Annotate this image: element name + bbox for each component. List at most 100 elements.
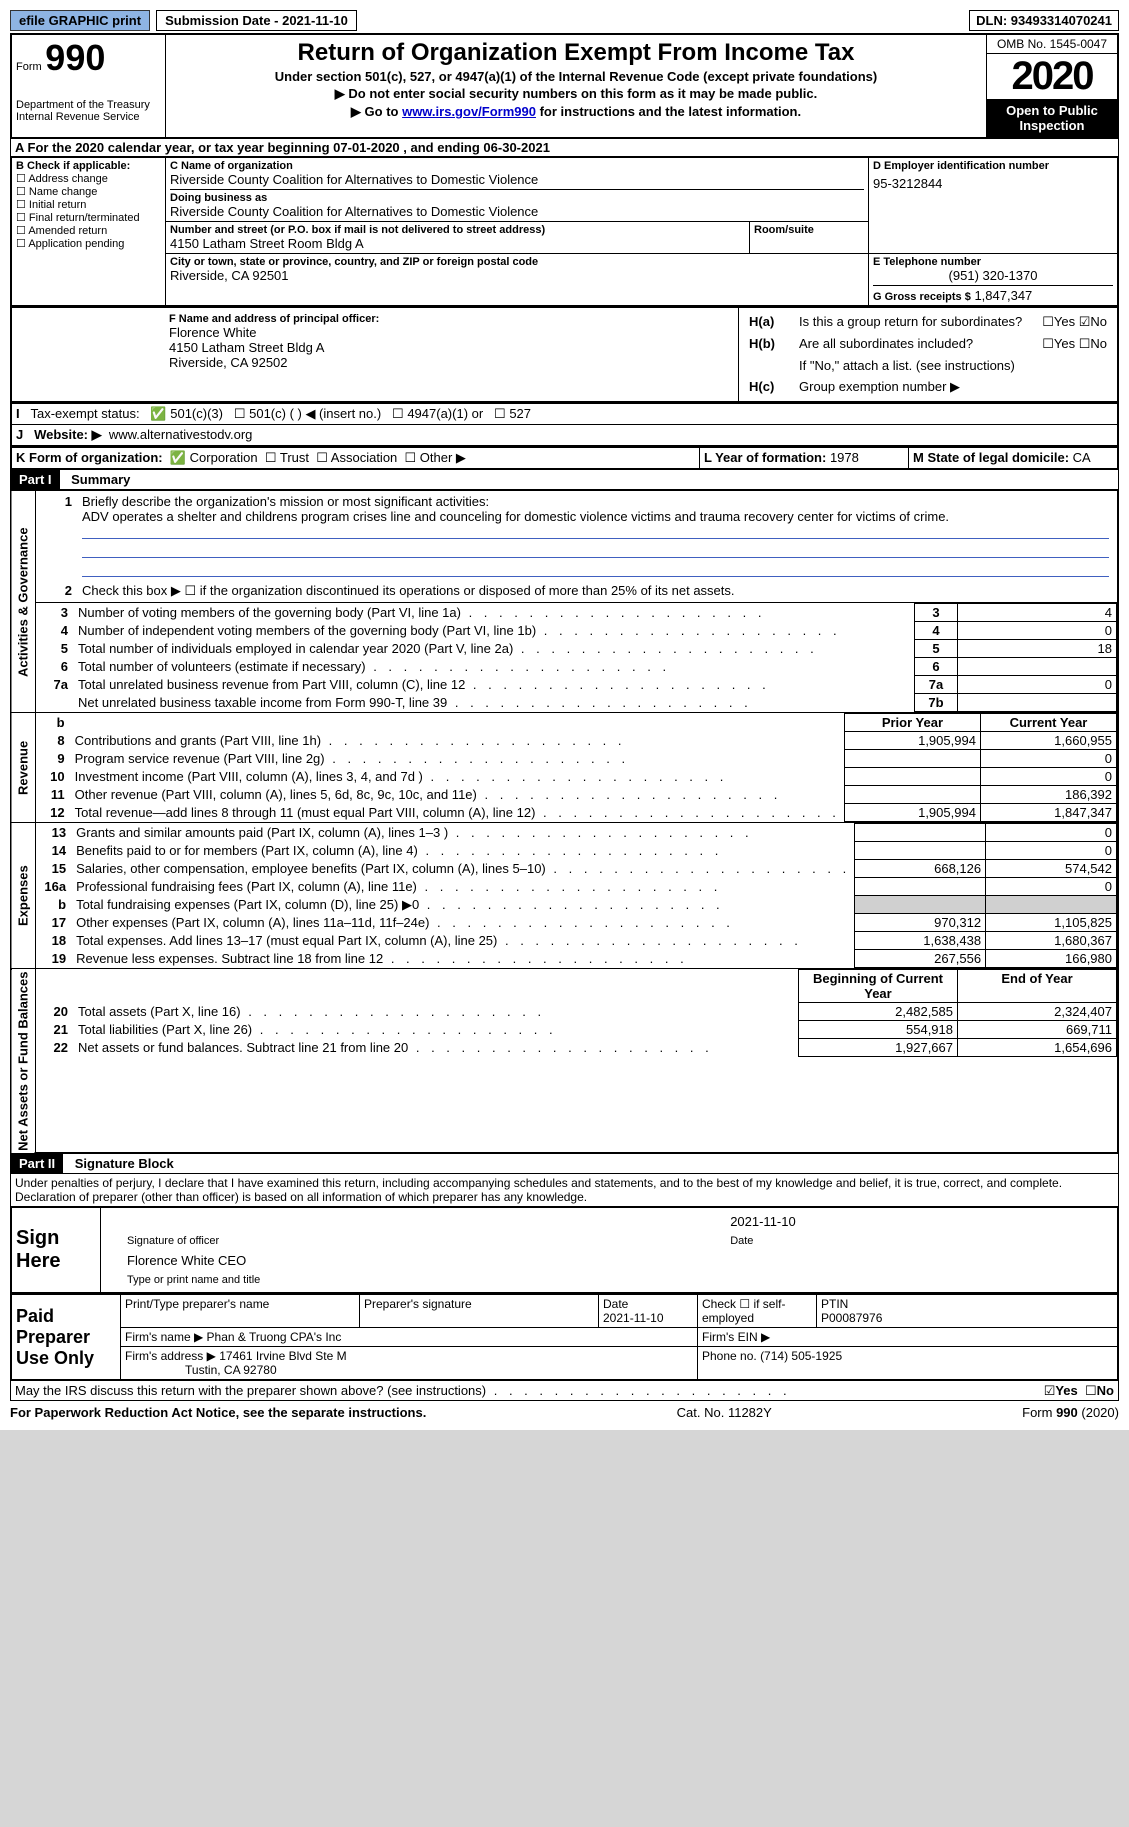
chk-trust[interactable]: Trust bbox=[265, 450, 309, 465]
dln: DLN: 93493314070241 bbox=[969, 10, 1119, 31]
chk-final-return[interactable]: Final return/terminated bbox=[16, 211, 161, 224]
chk-amended[interactable]: Amended return bbox=[16, 224, 161, 237]
dba-value: Riverside County Coalition for Alternati… bbox=[170, 204, 864, 219]
line-a-text: For the 2020 calendar year, or tax year … bbox=[28, 140, 550, 155]
chk-assoc[interactable]: Association bbox=[316, 450, 397, 465]
part2-hdr: Part II bbox=[11, 1154, 63, 1173]
room-label: Room/suite bbox=[754, 224, 864, 236]
sig-officer-label: Signature of officer bbox=[107, 1233, 708, 1249]
chk-other[interactable]: Other ▶ bbox=[405, 450, 466, 465]
box-d-label: D Employer identification number bbox=[873, 160, 1113, 172]
sub3-pre: ▶ Go to bbox=[351, 104, 402, 119]
gross-receipts: 1,847,347 bbox=[974, 288, 1032, 303]
ha-yes[interactable]: Yes bbox=[1054, 314, 1075, 329]
chk-527[interactable]: 527 bbox=[494, 406, 531, 421]
prep-date-lbl: Date bbox=[603, 1297, 628, 1311]
box-f-label: F Name and address of principal officer: bbox=[169, 313, 379, 325]
chk-corp[interactable]: Corporation bbox=[170, 450, 258, 465]
footer-right: Form 990 (2020) bbox=[1022, 1405, 1119, 1420]
footer: For Paperwork Reduction Act Notice, see … bbox=[10, 1401, 1119, 1420]
box-e-label: E Telephone number bbox=[873, 256, 1113, 268]
colhead2-cy: End of Year bbox=[958, 970, 1117, 1003]
discuss-yes[interactable]: Yes bbox=[1055, 1383, 1077, 1398]
type-name-label: Type or print name and title bbox=[107, 1272, 1111, 1288]
entity-block: B Check if applicable: Address change Na… bbox=[10, 157, 1119, 307]
firm-addr-lbl: Firm's address ▶ bbox=[125, 1349, 216, 1363]
firm-phone: (714) 505-1925 bbox=[760, 1349, 842, 1363]
firm-name: Phan & Truong CPA's Inc bbox=[207, 1330, 342, 1344]
discuss-no[interactable]: No bbox=[1097, 1383, 1114, 1398]
org-name: Riverside County Coalition for Alternati… bbox=[170, 172, 864, 187]
part1-title: Summary bbox=[63, 472, 130, 487]
header-table: Form 990 Department of the Treasury Inte… bbox=[10, 33, 1119, 139]
check-self-employed[interactable]: Check ☐ if self-employed bbox=[698, 1295, 817, 1328]
q1-label: Briefly describe the organization's miss… bbox=[82, 494, 489, 509]
officer-name: Florence White bbox=[169, 325, 256, 340]
q2-text: Check this box ▶ ☐ if the organization d… bbox=[78, 582, 1113, 600]
form-number: 990 bbox=[45, 37, 105, 78]
chk-501c[interactable]: 501(c) ( ) ◀ (insert no.) bbox=[234, 406, 381, 421]
ha-text: Is this a group return for subordinates? bbox=[795, 312, 1034, 332]
city-value: Riverside, CA 92501 bbox=[170, 268, 864, 283]
tax-year: 2020 bbox=[987, 54, 1117, 99]
chk-pending[interactable]: Application pending bbox=[16, 237, 161, 250]
state-domicile: CA bbox=[1073, 450, 1091, 465]
form-page: efile GRAPHIC print Submission Date - 20… bbox=[0, 0, 1129, 1430]
paid-preparer: Paid Preparer Use Only bbox=[11, 1295, 121, 1381]
ptin-val: P00087976 bbox=[821, 1311, 882, 1325]
firm-name-lbl: Firm's name ▶ bbox=[125, 1330, 203, 1344]
form-label: Form bbox=[16, 61, 42, 73]
sub3-post: for instructions and the latest informat… bbox=[536, 104, 801, 119]
officer-addr2: Riverside, CA 92502 bbox=[169, 355, 288, 370]
box-b-title: B Check if applicable: bbox=[16, 160, 161, 172]
phone-value: (951) 320-1370 bbox=[873, 268, 1113, 283]
chk-address-change[interactable]: Address change bbox=[16, 172, 161, 185]
paid-preparer-table: Paid Preparer Use Only Print/Type prepar… bbox=[10, 1294, 1119, 1381]
ptin-lbl: PTIN bbox=[821, 1297, 848, 1311]
officer-printed: Florence White CEO bbox=[107, 1251, 1111, 1270]
chk-name-change[interactable]: Name change bbox=[16, 185, 161, 198]
q1-text: ADV operates a shelter and childrens pro… bbox=[82, 509, 949, 524]
chk-501c3[interactable]: 501(c)(3) bbox=[150, 406, 223, 421]
fh-block: F Name and address of principal officer:… bbox=[10, 307, 1119, 403]
chk-4947[interactable]: 4947(a)(1) or bbox=[392, 406, 483, 421]
efile-button[interactable]: efile GRAPHIC print bbox=[10, 10, 150, 31]
line-i-label: Tax-exempt status: bbox=[30, 406, 139, 421]
phone-lbl: Phone no. bbox=[702, 1349, 757, 1363]
ein-value: 95-3212844 bbox=[873, 172, 1113, 195]
hb-yes[interactable]: Yes bbox=[1054, 336, 1075, 351]
omb-number: OMB No. 1545-0047 bbox=[987, 35, 1117, 54]
dba-label: Doing business as bbox=[170, 192, 864, 204]
submission-date: Submission Date - 2021-11-10 bbox=[156, 10, 357, 31]
open-inspection: Open to Public Inspection bbox=[987, 99, 1117, 137]
city-label: City or town, state or province, country… bbox=[170, 256, 864, 268]
form-title: Return of Organization Exempt From Incom… bbox=[170, 39, 982, 67]
street-value: 4150 Latham Street Room Bldg A bbox=[170, 236, 745, 251]
footer-mid: Cat. No. 11282Y bbox=[677, 1405, 772, 1420]
firm-addr1: 17461 Irvine Blvd Ste M bbox=[219, 1349, 346, 1363]
hb-text: Are all subordinates included? bbox=[795, 334, 1034, 354]
sign-here-table: Sign Here 2021-11-10 Signature of office… bbox=[10, 1207, 1119, 1294]
website-value: www.alternativestodv.org bbox=[109, 427, 253, 442]
part1-table: Activities & Governance 1 Briefly descri… bbox=[10, 490, 1119, 1154]
subtitle-3: ▶ Go to www.irs.gov/Form990 for instruct… bbox=[170, 104, 982, 120]
chk-initial-return[interactable]: Initial return bbox=[16, 198, 161, 211]
hb-no[interactable]: No bbox=[1090, 336, 1107, 351]
line-l-label: L Year of formation: bbox=[704, 450, 826, 465]
colhead2-py: Beginning of Current Year bbox=[799, 970, 958, 1003]
sign-here: Sign Here bbox=[11, 1208, 101, 1294]
sig-date: 2021-11-10 bbox=[710, 1212, 1111, 1231]
officer-addr1: 4150 Latham Street Bldg A bbox=[169, 340, 324, 355]
subtitle-1: Under section 501(c), 527, or 4947(a)(1)… bbox=[170, 69, 982, 84]
klm-block: K Form of organization: Corporation Trus… bbox=[10, 447, 1119, 470]
ha-no[interactable]: No bbox=[1090, 314, 1107, 329]
prep-date: 2021-11-10 bbox=[603, 1311, 664, 1325]
side-revenue: Revenue bbox=[11, 713, 36, 823]
line-j-label: Website: ▶ bbox=[34, 427, 102, 442]
prep-sig-lbl: Preparer's signature bbox=[360, 1295, 599, 1328]
top-bar: efile GRAPHIC print Submission Date - 20… bbox=[10, 10, 1119, 31]
box-g-label: G Gross receipts $ bbox=[873, 291, 971, 303]
instructions-link[interactable]: www.irs.gov/Form990 bbox=[402, 104, 536, 119]
side-governance: Activities & Governance bbox=[11, 491, 36, 713]
hc-label: H(c) bbox=[749, 379, 774, 394]
